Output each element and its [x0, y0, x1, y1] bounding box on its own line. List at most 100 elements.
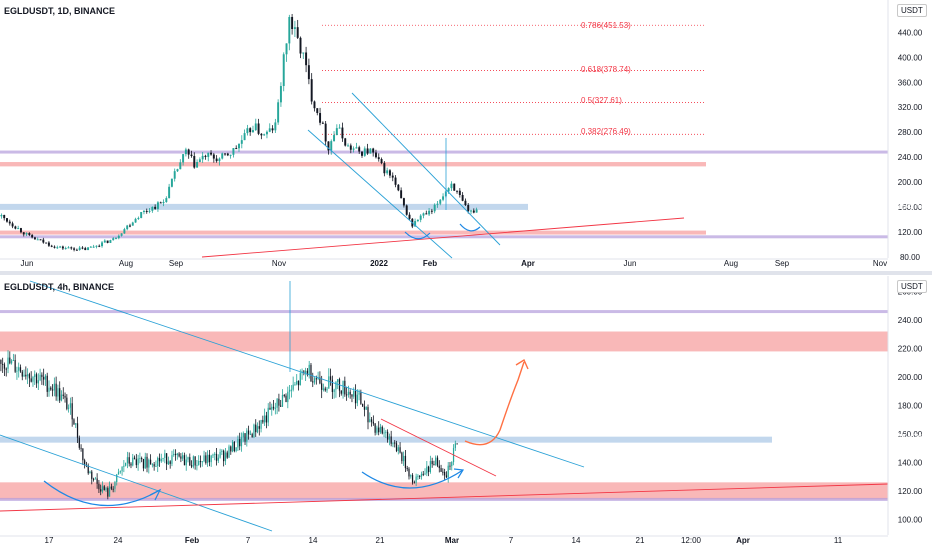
- candle-body: [215, 158, 218, 162]
- candle-body: [67, 247, 70, 249]
- candle-body: [162, 457, 164, 459]
- y-tick-label: 240.00: [898, 316, 923, 325]
- candle-body: [475, 209, 478, 213]
- candle-body: [338, 127, 341, 129]
- candle-body: [25, 233, 28, 235]
- daily-x-axis: Jun Aug Sep Nov 2022 Feb Apr Jun Aug Sep Nov: [0, 258, 888, 268]
- candle-body: [206, 454, 209, 463]
- candle-body: [115, 238, 117, 240]
- candle-body: [45, 242, 48, 244]
- candle-body: [57, 388, 59, 397]
- y-tick-label: 200.00: [898, 373, 923, 382]
- h4-last-price-badge: 154.76 16:51: [890, 432, 930, 453]
- panel-divider[interactable]: [0, 271, 932, 275]
- daily-chart-panel[interactable]: Jun Aug Sep Nov 2022 Feb Apr Jun Aug Sep Nov 80.00…: [0, 0, 923, 268]
- candle-body: [453, 183, 456, 191]
- candle-body: [87, 465, 89, 474]
- candle-body: [164, 453, 166, 458]
- candle-body: [75, 249, 78, 251]
- candle-body: [218, 158, 221, 162]
- candle-body: [410, 475, 412, 477]
- daily-y-axis: 80.00 120.00 160.00 200.00 240.00 280.00 320.0…: [887, 0, 923, 262]
- h4-unit-badge[interactable]: USDT: [897, 280, 927, 293]
- candle-body: [429, 461, 432, 473]
- candle-body: [404, 455, 407, 469]
- candle-body: [342, 380, 344, 394]
- candle-body: [8, 221, 11, 224]
- candle-body: [352, 148, 355, 150]
- y-tick-label: 280.00: [898, 128, 923, 137]
- candle-body: [178, 453, 180, 457]
- x-tick-label: 12:00: [681, 536, 702, 545]
- candle-body: [290, 389, 292, 391]
- candle-body: [349, 391, 351, 395]
- candle-body: [310, 364, 312, 382]
- candle-body: [341, 127, 344, 139]
- candle-body: [394, 442, 396, 444]
- candle-body: [36, 239, 39, 241]
- candle-body: [287, 391, 289, 403]
- candle-body: [221, 450, 223, 452]
- downtrend-line: [29, 280, 585, 468]
- candle-body: [244, 433, 246, 442]
- candle-body: [196, 162, 199, 168]
- candle-body: [64, 248, 67, 250]
- candle-body: [271, 406, 273, 410]
- candle-body: [190, 154, 193, 157]
- candle-body: [395, 443, 398, 451]
- x-tick-label: 21: [636, 536, 645, 545]
- y-tick-label: 220.00: [898, 345, 923, 354]
- x-tick-label: 24: [114, 536, 123, 545]
- x-tick-label: Feb: [185, 536, 199, 545]
- candle-body: [120, 233, 123, 236]
- candle-body: [238, 143, 240, 149]
- y-tick-label: 440.00: [898, 28, 923, 37]
- candle-body: [374, 152, 377, 158]
- candle-body: [362, 403, 364, 407]
- candle-body: [94, 478, 96, 480]
- candle-body: [381, 426, 383, 434]
- x-tick-label: Sep: [169, 259, 184, 268]
- h4-chart-panel[interactable]: 17 24 Feb 7 14 21 Mar 7 14 21 12:00 Apr 11 100.00 120…: [0, 276, 923, 545]
- fib-label-05: 0.5(327.61): [581, 96, 622, 105]
- y-tick-label: 200.00: [898, 178, 923, 187]
- candle-body: [451, 462, 453, 467]
- candle-body: [308, 364, 310, 375]
- x-tick-label: Nov: [873, 259, 887, 268]
- candle-body: [436, 203, 439, 205]
- y-tick-label: 100.00: [898, 515, 923, 524]
- candle-body: [317, 377, 319, 380]
- candle-body: [98, 245, 101, 247]
- y-tick-label: 180.00: [898, 402, 923, 411]
- candle-body: [217, 457, 219, 461]
- daily-unit-badge[interactable]: USDT: [897, 4, 927, 17]
- candle-body: [288, 16, 291, 44]
- candle-body: [408, 468, 410, 477]
- candle-body: [11, 223, 14, 227]
- candle-body: [386, 170, 389, 174]
- candle-body: [316, 108, 319, 114]
- candle-body: [169, 461, 171, 464]
- candle-body: [315, 378, 317, 380]
- candle-body: [472, 210, 475, 213]
- candle-body: [285, 43, 288, 55]
- candle-body: [142, 459, 145, 469]
- candle-body: [351, 394, 353, 397]
- candle-body: [42, 239, 45, 243]
- x-tick-label: Feb: [423, 259, 437, 268]
- wedge-line: [380, 418, 497, 477]
- candle-body: [151, 464, 153, 466]
- candle-body: [235, 148, 238, 150]
- candle-body: [390, 436, 392, 444]
- candle-body: [87, 247, 90, 251]
- candle-body: [345, 394, 348, 396]
- candle-body: [260, 419, 262, 429]
- candle-body: [367, 407, 369, 423]
- h4-zones: [0, 310, 888, 501]
- candle-body: [267, 407, 269, 423]
- candle-body: [112, 238, 115, 241]
- candle-body: [101, 242, 104, 247]
- candle-body: [388, 436, 391, 440]
- candle-body: [411, 475, 414, 483]
- candle-body: [84, 460, 86, 466]
